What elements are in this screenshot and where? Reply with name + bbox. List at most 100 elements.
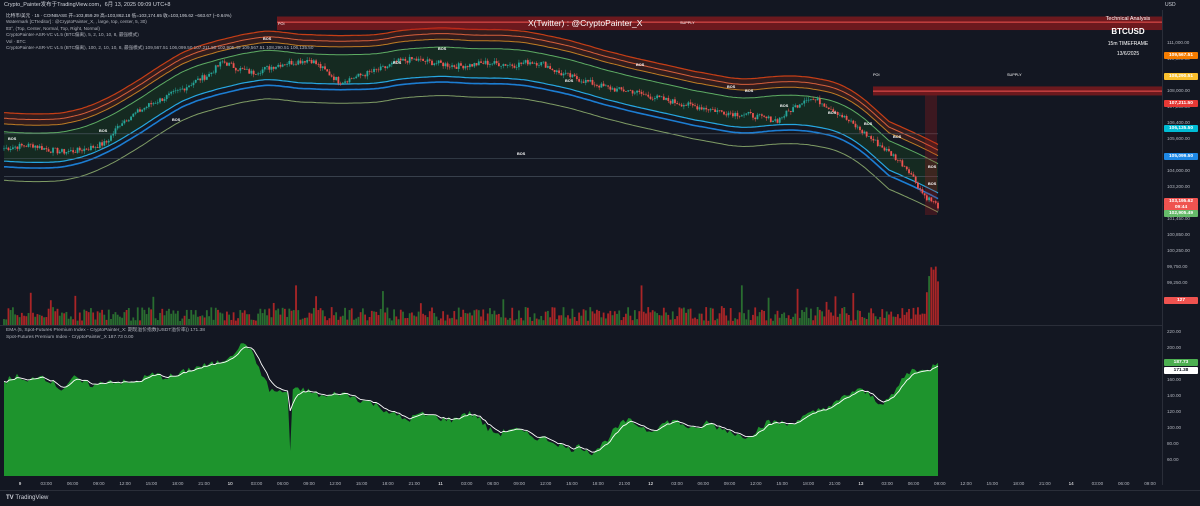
candle-body bbox=[694, 105, 696, 107]
candle-body bbox=[147, 103, 150, 107]
candle-body bbox=[818, 98, 821, 105]
volume-bar bbox=[440, 318, 442, 325]
candle-body bbox=[337, 76, 340, 84]
candle-body bbox=[259, 73, 262, 74]
price-chart[interactable]: BOS BOS BOS BOS BOS BOS BOS BOS BOS BOS BOS BOS BOS B… bbox=[0, 10, 1162, 325]
volume-bar bbox=[654, 311, 656, 325]
candle-body bbox=[65, 152, 68, 154]
price-pane[interactable]: BOS BOS BOS BOS BOS BOS BOS BOS BOS BOS BOS BOS BOS B… bbox=[0, 10, 1162, 325]
candle-body bbox=[587, 80, 589, 82]
volume-bar bbox=[368, 317, 371, 325]
volume-bar bbox=[678, 307, 681, 325]
candle-body bbox=[246, 69, 248, 70]
volume-bar bbox=[484, 320, 487, 325]
premium-tick: 220.00 bbox=[1167, 329, 1182, 334]
legend-row: tttt°, (Top, Center, Normal, Top, Right,… bbox=[6, 25, 100, 31]
volume-bar bbox=[836, 316, 839, 325]
volume-bar bbox=[239, 310, 242, 325]
volume-bar bbox=[524, 307, 527, 325]
volume-bar bbox=[23, 315, 25, 325]
volume-bar bbox=[324, 316, 326, 325]
price-tick: 104,000.00 bbox=[1167, 168, 1190, 173]
price-tick: 105,600.00 bbox=[1167, 136, 1190, 141]
candle-body bbox=[299, 60, 302, 64]
candle-body bbox=[876, 139, 879, 146]
candle-body bbox=[228, 62, 231, 66]
volume-bar bbox=[700, 313, 703, 325]
volume-bar bbox=[910, 318, 913, 325]
candle-body bbox=[711, 109, 714, 110]
candle-body bbox=[471, 64, 474, 67]
volume-bar bbox=[662, 307, 665, 325]
volume-bar bbox=[707, 320, 710, 325]
volume-bar bbox=[237, 318, 239, 325]
candle-body bbox=[110, 135, 112, 141]
candle-body bbox=[457, 63, 460, 69]
volume-bar bbox=[611, 315, 614, 325]
price-axis[interactable]: 111,000.00110,000.00108,800.00108,000.00… bbox=[1162, 10, 1200, 485]
volume-bar bbox=[738, 312, 741, 325]
volume-bar bbox=[377, 315, 380, 325]
volume-bar bbox=[431, 307, 433, 325]
candle-body bbox=[402, 58, 404, 61]
volume-bar bbox=[43, 317, 46, 325]
candle-body bbox=[654, 98, 656, 100]
candle-body bbox=[431, 60, 433, 65]
volume-bar bbox=[259, 308, 262, 325]
volume-bar bbox=[248, 314, 251, 325]
time-tick: 12:00 bbox=[750, 481, 762, 486]
time-tick: 09:00 bbox=[303, 481, 315, 486]
volume-bar bbox=[480, 316, 482, 325]
candle-body bbox=[638, 90, 641, 92]
candle-body bbox=[798, 104, 801, 108]
time-tick: 06:00 bbox=[487, 481, 499, 486]
volume-bar bbox=[130, 320, 132, 325]
time-tick: 03:00 bbox=[460, 481, 473, 486]
candle-body bbox=[132, 113, 135, 117]
candle-body bbox=[696, 106, 699, 110]
volume-bar bbox=[411, 312, 413, 325]
volume-bar bbox=[464, 313, 467, 325]
candle-body bbox=[823, 103, 826, 107]
supply-zone bbox=[277, 16, 1162, 31]
premium-tick: 60.00 bbox=[1167, 457, 1179, 462]
candle-body bbox=[575, 76, 578, 80]
volume-bar bbox=[774, 314, 777, 325]
candle-body bbox=[551, 68, 554, 70]
volume-bar bbox=[598, 310, 601, 325]
candle-body bbox=[622, 89, 625, 92]
bos-label: BOS bbox=[263, 37, 272, 41]
candle-body bbox=[63, 149, 66, 154]
candle-body bbox=[357, 73, 360, 77]
volume-bar bbox=[176, 310, 179, 325]
volume-bar bbox=[20, 312, 23, 325]
volume-bar bbox=[682, 307, 685, 325]
volume-bar bbox=[667, 314, 670, 325]
volume-bar bbox=[937, 281, 939, 325]
currency-label[interactable]: USD bbox=[1165, 2, 1176, 8]
candle-body bbox=[720, 110, 723, 112]
premium-pane[interactable] bbox=[0, 325, 1162, 476]
candle-body bbox=[629, 90, 632, 91]
volume-bar bbox=[625, 313, 627, 325]
candle-body bbox=[101, 142, 103, 146]
volume-bar bbox=[277, 308, 280, 325]
candle-body bbox=[346, 81, 349, 83]
candle-body bbox=[437, 60, 440, 64]
time-tick: 12 bbox=[648, 481, 654, 486]
volume-bar bbox=[214, 307, 217, 325]
volume-bar bbox=[685, 312, 688, 325]
volume-bar bbox=[9, 310, 12, 325]
volume-bar bbox=[558, 315, 560, 325]
volume-bar bbox=[747, 309, 750, 325]
volume-bar bbox=[49, 300, 52, 325]
premium-chart[interactable] bbox=[0, 326, 1162, 476]
candle-body bbox=[141, 109, 144, 112]
candle-body bbox=[584, 80, 587, 83]
candle-body bbox=[366, 71, 369, 77]
candle-body bbox=[620, 87, 623, 90]
candle-body bbox=[424, 60, 427, 62]
candle-body bbox=[671, 99, 674, 104]
volume-bar bbox=[734, 318, 737, 325]
candle-body bbox=[61, 149, 63, 152]
